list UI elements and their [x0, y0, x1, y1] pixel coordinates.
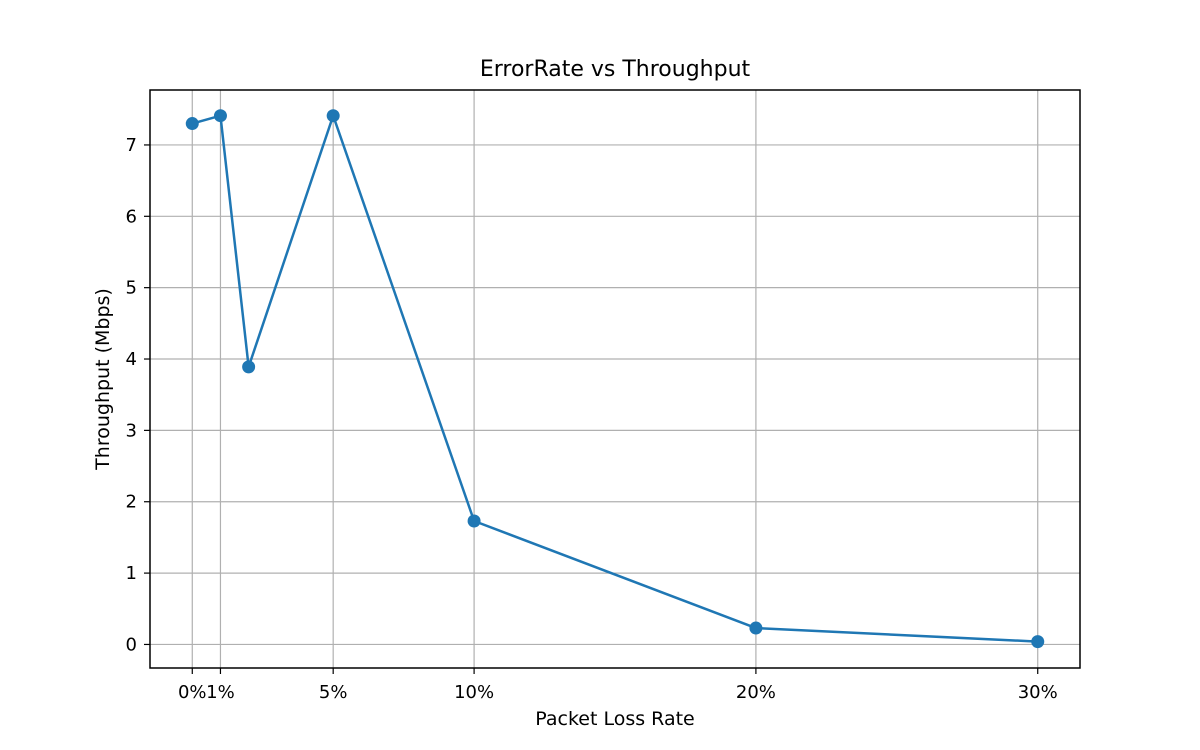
ticks: 0% 1% 5% 10% 20% 30% 0 1 2 3 4 5 6 7 — [126, 135, 1058, 703]
y-tick-label: 5 — [126, 278, 137, 299]
data-point — [185, 117, 199, 131]
chart-title: ErrorRate vs Throughput — [480, 57, 751, 82]
data-point — [326, 109, 340, 123]
y-tick-label: 0 — [126, 634, 137, 655]
data-point — [467, 514, 481, 528]
y-axis-label: Throughput (Mbps) — [92, 288, 114, 471]
x-tick-label: 20% — [736, 682, 776, 703]
y-tick-label: 6 — [126, 206, 137, 227]
data-point — [1031, 635, 1045, 649]
series-layer — [185, 109, 1045, 649]
x-tick-label: 0% — [178, 682, 207, 703]
x-tick-label: 1% — [206, 682, 235, 703]
data-point — [749, 621, 763, 635]
data-point — [242, 360, 256, 374]
series-line — [191, 114, 1038, 643]
plot-frame — [149, 89, 1081, 669]
y-tick-label: 4 — [126, 349, 137, 370]
y-tick-label: 1 — [126, 563, 137, 584]
y-tick-label: 7 — [126, 135, 137, 156]
grid — [150, 90, 1080, 668]
x-tick-label: 30% — [1018, 682, 1058, 703]
y-tick-label: 2 — [126, 492, 137, 513]
x-tick-label: 10% — [454, 682, 494, 703]
data-point — [213, 109, 227, 123]
y-tick-label: 3 — [126, 420, 137, 441]
x-tick-label: 5% — [319, 682, 348, 703]
x-axis-label: Packet Loss Rate — [535, 708, 694, 730]
